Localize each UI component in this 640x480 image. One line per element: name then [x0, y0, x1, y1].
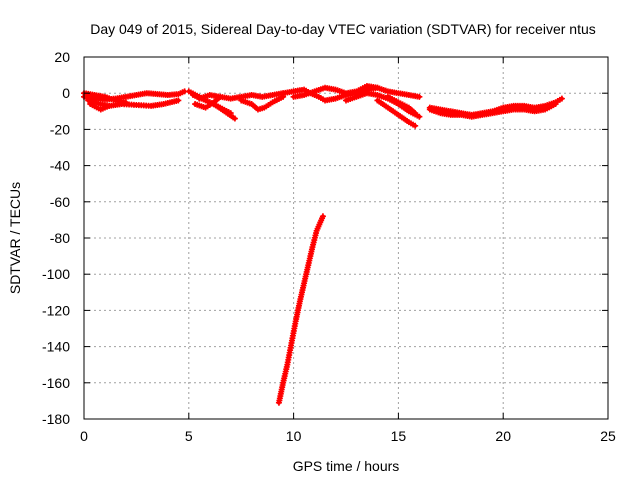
chart-title: Day 049 of 2015, Sidereal Day-to-day VTE… [90, 21, 596, 37]
x-tick-label: 15 [391, 428, 407, 444]
data-point [217, 93, 224, 100]
data-point [558, 95, 565, 102]
y-axis-label: SDTVAR / TECUs [7, 182, 23, 294]
y-tick-label: -80 [50, 230, 70, 246]
x-tick-label: 0 [80, 428, 88, 444]
data-point [416, 113, 423, 120]
axis-ticks: 0 5 10 15 20 25 20 0 -20 -40 -60 -80 -100 -120 -140 -16… [42, 49, 616, 444]
data-point [231, 115, 238, 122]
y-tick-label: -60 [50, 194, 70, 210]
y-tick-label: -100 [42, 266, 70, 282]
data-point [412, 110, 419, 117]
y-tick-label: -180 [42, 411, 70, 427]
y-tick-label: -20 [50, 121, 70, 137]
y-tick-label: -160 [42, 375, 70, 391]
x-tick-label: 20 [495, 428, 511, 444]
x-axis-label: GPS time / hours [293, 458, 400, 474]
x-tick-label: 10 [286, 428, 302, 444]
data-point [175, 97, 182, 104]
data-point [106, 102, 113, 109]
x-tick-label: 5 [185, 428, 193, 444]
x-tick-label: 25 [600, 428, 616, 444]
y-tick-label: -140 [42, 339, 70, 355]
data-point [319, 213, 326, 220]
y-tick-label: 0 [62, 85, 70, 101]
data-series [81, 82, 565, 406]
y-tick-label: -120 [42, 302, 70, 318]
data-point [412, 122, 419, 129]
data-point [552, 101, 559, 108]
y-tick-label: 20 [54, 49, 70, 65]
y-tick-label: -40 [50, 158, 70, 174]
data-point [416, 93, 423, 100]
data-point [122, 99, 129, 106]
